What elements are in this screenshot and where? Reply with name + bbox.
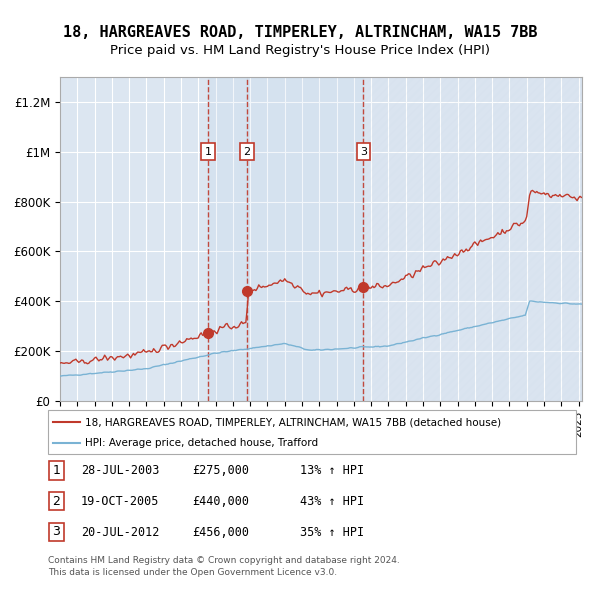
Text: 28-JUL-2003: 28-JUL-2003 [81,464,160,477]
FancyBboxPatch shape [49,523,64,541]
FancyBboxPatch shape [49,461,64,480]
Text: 1: 1 [52,464,61,477]
Bar [208,77,247,401]
Text: 20-JUL-2012: 20-JUL-2012 [81,526,160,539]
Text: £456,000: £456,000 [192,526,249,539]
Text: 3: 3 [360,146,367,156]
Text: 43% ↑ HPI: 43% ↑ HPI [300,495,364,508]
Text: This data is licensed under the Open Government Licence v3.0.: This data is licensed under the Open Gov… [48,568,337,577]
Text: 3: 3 [52,525,61,539]
Text: £440,000: £440,000 [192,495,249,508]
FancyBboxPatch shape [49,492,64,510]
Text: 19-OCT-2005: 19-OCT-2005 [81,495,160,508]
Text: 1: 1 [205,146,212,156]
Text: HPI: Average price, detached house, Trafford: HPI: Average price, detached house, Traf… [85,438,318,448]
Text: 18, HARGREAVES ROAD, TIMPERLEY, ALTRINCHAM, WA15 7BB (detached house): 18, HARGREAVES ROAD, TIMPERLEY, ALTRINCH… [85,418,501,427]
Text: Price paid vs. HM Land Registry's House Price Index (HPI): Price paid vs. HM Land Registry's House … [110,44,490,57]
Text: 18, HARGREAVES ROAD, TIMPERLEY, ALTRINCHAM, WA15 7BB: 18, HARGREAVES ROAD, TIMPERLEY, ALTRINCH… [63,25,537,40]
FancyBboxPatch shape [48,410,576,454]
Text: 13% ↑ HPI: 13% ↑ HPI [300,464,364,477]
Text: 2: 2 [243,146,250,156]
Text: 35% ↑ HPI: 35% ↑ HPI [300,526,364,539]
Text: 2: 2 [52,494,61,508]
Bar [247,77,364,401]
Text: Contains HM Land Registry data © Crown copyright and database right 2024.: Contains HM Land Registry data © Crown c… [48,556,400,565]
Bar [364,77,582,401]
Text: £275,000: £275,000 [192,464,249,477]
